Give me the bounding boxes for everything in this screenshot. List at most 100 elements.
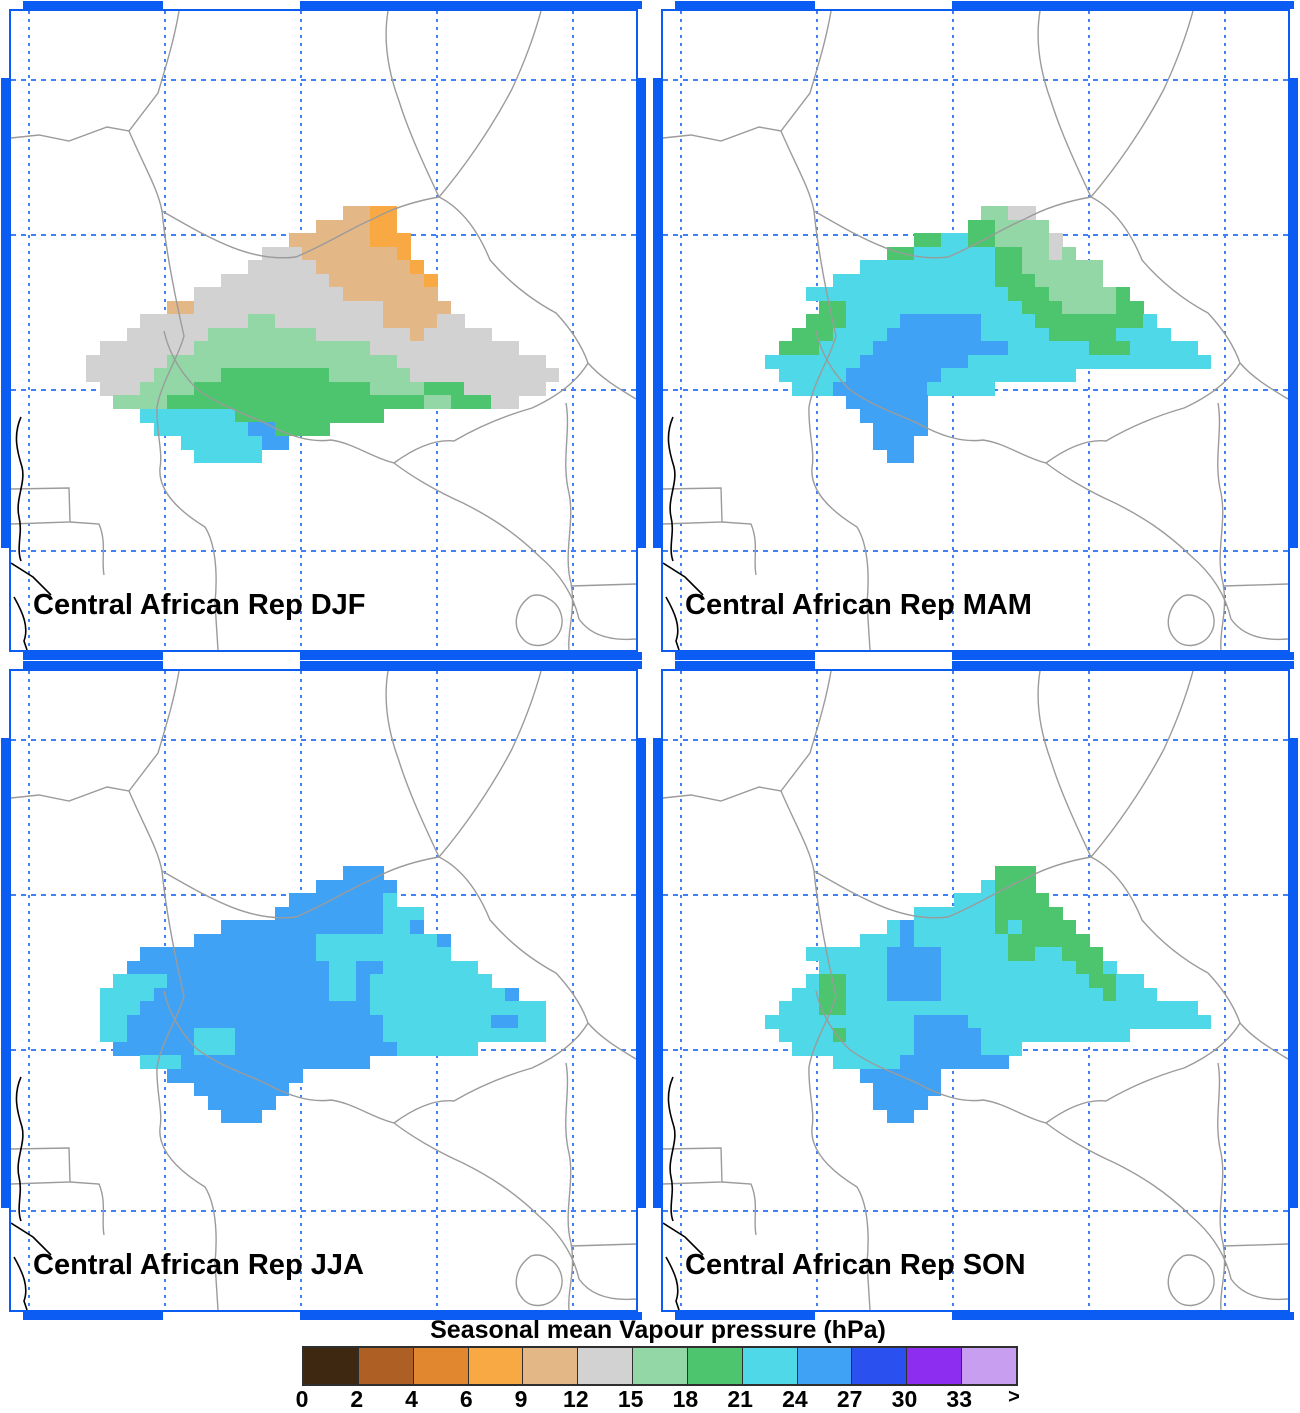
gridline-horizontal xyxy=(663,79,1288,81)
vp-cells-24-27hPa xyxy=(900,933,915,948)
colorbar-segment-33->hPa xyxy=(962,1348,1016,1384)
vp-cells-21-24hPa xyxy=(967,354,1212,369)
vp-cells-24-27hPa xyxy=(873,1082,942,1097)
vp-cells-9-12hPa xyxy=(288,233,371,248)
gridline-vertical xyxy=(572,11,574,650)
vp-cells-21-24hPa xyxy=(846,314,901,329)
map-area: Central African Rep SON xyxy=(663,671,1288,1310)
vp-cells-18-21hPa xyxy=(994,893,1050,908)
vp-cells-21-24hPa xyxy=(805,287,1009,302)
frame-tick-band xyxy=(675,661,815,669)
vp-cells-18-21hPa xyxy=(819,300,847,315)
colorbar-tick-label: 21 xyxy=(727,1386,753,1412)
frame-tick-band xyxy=(952,652,1294,660)
vp-cells-21-24hPa xyxy=(832,327,888,342)
frame-tick-band xyxy=(952,661,1294,669)
vp-cells-24-27hPa xyxy=(886,974,942,989)
vp-cells-18-21hPa xyxy=(819,1001,847,1016)
frame-tick-band xyxy=(23,1312,163,1320)
vp-cells-9-12hPa xyxy=(329,273,425,288)
colorbar-tick-label: 12 xyxy=(563,1386,589,1412)
vp-cells-18-21hPa xyxy=(234,408,384,423)
vp-cells-18-21hPa xyxy=(423,381,465,396)
vp-cells-21-24hPa xyxy=(140,408,236,423)
vp-cells-15-18hPa xyxy=(194,341,371,356)
vp-cells-24-27hPa xyxy=(886,449,915,464)
basemap-borders xyxy=(11,11,636,650)
vp-cells-15-18hPa xyxy=(369,381,425,396)
vp-cells-18-21hPa xyxy=(221,368,330,383)
vp-cells-18-21hPa xyxy=(1008,947,1036,962)
vp-cells-21-24hPa xyxy=(981,327,1050,342)
vp-cells-18-21hPa xyxy=(1102,987,1117,1002)
gridline-horizontal xyxy=(11,739,636,741)
map-panel-mam: Central African Rep MAM xyxy=(653,1,1298,660)
frame-tick-band xyxy=(1290,738,1298,1208)
vp-cells-21-24hPa xyxy=(981,879,996,894)
vp-cells-24-27hPa xyxy=(913,1014,969,1029)
vp-cells-24-27hPa xyxy=(356,987,371,1002)
map-area: Central African Rep MAM xyxy=(663,11,1288,650)
vp-cells-12-15hPa xyxy=(1048,233,1063,248)
vp-cells-24-27hPa xyxy=(410,920,425,935)
vp-cells-6-9hPa xyxy=(410,260,425,275)
vp-cells-21-24hPa xyxy=(792,987,820,1002)
gridline-vertical xyxy=(1224,671,1226,1310)
vp-cells-24-27hPa xyxy=(859,354,969,369)
vp-cells-18-21hPa xyxy=(167,395,425,410)
vp-cells-24-27hPa xyxy=(113,1041,195,1056)
vp-cells-24-27hPa xyxy=(846,368,942,383)
vp-cells-24-27hPa xyxy=(153,987,330,1002)
vp-cells-9-12hPa xyxy=(342,287,438,302)
vp-cells-24-27hPa xyxy=(873,341,1009,356)
vp-cells-21-24hPa xyxy=(981,314,1036,329)
colorbar-title: Seasonal mean Vapour pressure (hPa) xyxy=(430,1316,886,1344)
frame-tick-band xyxy=(675,1312,815,1320)
vp-cells-18-21hPa xyxy=(778,341,820,356)
colorbar-tick-label: 18 xyxy=(672,1386,699,1412)
vp-cells-9-12hPa xyxy=(383,314,438,329)
vp-cells-18-21hPa xyxy=(1075,960,1104,975)
vp-cells-21-24hPa xyxy=(832,273,996,288)
colorbar-segment-21-24hPa xyxy=(742,1348,798,1384)
vp-cells-21-24hPa xyxy=(329,960,357,975)
vp-cells-15-18hPa xyxy=(1021,246,1050,261)
colorbar-segment-0-2hPa xyxy=(304,1348,359,1384)
vp-cells-12-15hPa xyxy=(410,368,560,383)
vp-cells-24-27hPa xyxy=(261,435,290,450)
vp-cells-18-21hPa xyxy=(1089,974,1117,989)
vp-cells-9-12hPa xyxy=(410,327,425,342)
vp-cells-24-27hPa xyxy=(275,906,384,921)
vp-cells-24-27hPa xyxy=(180,1055,371,1070)
vp-cells-18-21hPa xyxy=(994,246,1023,261)
vp-cells-12-15hPa xyxy=(491,395,519,410)
vp-cells-18-21hPa xyxy=(275,422,330,437)
colorbar-tick-label: 6 xyxy=(459,1386,473,1412)
colorbar-segment-12-15hPa xyxy=(578,1348,634,1384)
vp-cells-24-27hPa xyxy=(886,987,942,1002)
vp-cells-21-24hPa xyxy=(383,1028,546,1043)
vp-cells-12-15hPa xyxy=(99,381,141,396)
vp-cells-15-18hPa xyxy=(1048,287,1117,302)
map-area: Central African Rep DJF xyxy=(11,11,636,650)
vp-cells-21-24hPa xyxy=(819,960,888,975)
vp-cells-21-24hPa xyxy=(99,1028,128,1043)
vp-cells-24-27hPa xyxy=(140,947,317,962)
vp-cells-24-27hPa xyxy=(832,381,928,396)
vp-cells-21-24hPa xyxy=(369,1001,546,1016)
colorbar-tick-label: 2 xyxy=(350,1386,364,1412)
vp-cells-21-24hPa xyxy=(140,1055,182,1070)
colorbar-tick-label: 24 xyxy=(782,1386,808,1412)
basemap-borders xyxy=(663,671,1288,1310)
vp-cells-21-24hPa xyxy=(927,381,996,396)
vp-cells-12-15hPa xyxy=(140,314,249,329)
vp-cells-21-24hPa xyxy=(981,1041,1023,1056)
vp-cells-24-27hPa xyxy=(126,1014,384,1029)
vp-cells-6-9hPa xyxy=(423,273,438,288)
frame-tick-band xyxy=(23,661,163,669)
frame-tick-band xyxy=(638,738,646,1208)
gridline-vertical xyxy=(28,11,30,650)
colorbar-segment-6-9hPa xyxy=(468,1348,524,1384)
vp-cells-18-21hPa xyxy=(1048,327,1117,342)
vp-cells-21-24hPa xyxy=(1116,974,1144,989)
